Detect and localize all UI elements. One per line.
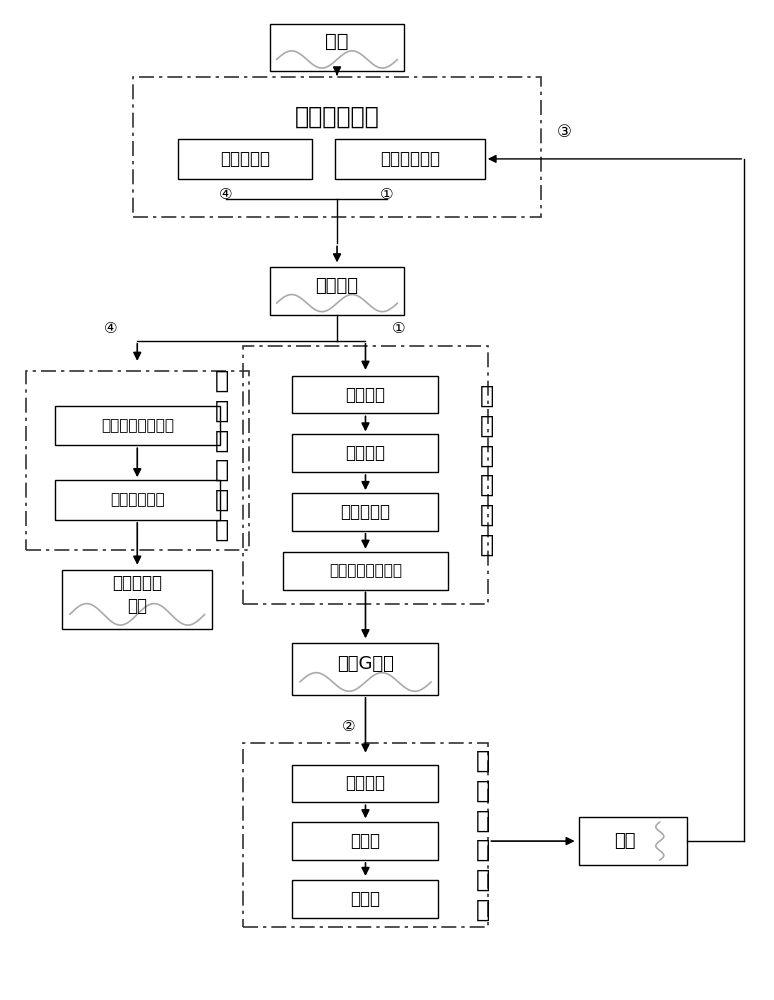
Bar bbox=[26, 371, 248, 550]
Bar bbox=[283, 552, 448, 589]
Bar bbox=[177, 139, 312, 179]
Text: 毛坏: 毛坏 bbox=[325, 32, 349, 51]
Bar bbox=[242, 743, 488, 927]
Text: 计算均值误差: 计算均值误差 bbox=[110, 492, 165, 507]
Text: ①: ① bbox=[392, 321, 406, 336]
Text: 求解刚体变换参数: 求解刚体变换参数 bbox=[101, 418, 173, 433]
Text: 测量数据: 测量数据 bbox=[316, 277, 358, 295]
Text: 求解刚体变换参数: 求解刚体变换参数 bbox=[329, 563, 402, 578]
Text: 合格或报废
指令: 合格或报废 指令 bbox=[112, 574, 163, 615]
Bar bbox=[293, 880, 439, 918]
Bar bbox=[293, 376, 439, 413]
Bar bbox=[293, 434, 439, 472]
Text: 曲面测量组件: 曲面测量组件 bbox=[295, 105, 379, 129]
Text: ④: ④ bbox=[104, 321, 117, 336]
Bar bbox=[270, 267, 404, 315]
Text: 点
云
处
理
组
件: 点 云 处 理 组 件 bbox=[480, 384, 494, 556]
Bar bbox=[293, 822, 439, 860]
Text: 精加工: 精加工 bbox=[351, 890, 381, 908]
Text: 产品: 产品 bbox=[615, 832, 636, 850]
Text: 质
量
检
测
组
件: 质 量 检 测 组 件 bbox=[214, 369, 229, 542]
Text: 粗加工: 粗加工 bbox=[351, 832, 381, 850]
Text: ④: ④ bbox=[219, 187, 232, 202]
Bar bbox=[55, 480, 220, 520]
Bar bbox=[293, 765, 439, 802]
Text: 加工路径: 加工路径 bbox=[345, 774, 385, 792]
Bar bbox=[579, 817, 687, 865]
Text: 非接触式测量: 非接触式测量 bbox=[380, 150, 440, 168]
Text: 修补空洞: 修补空洞 bbox=[345, 444, 385, 462]
Text: 去除噪声: 去除噪声 bbox=[345, 386, 385, 404]
Bar bbox=[63, 570, 212, 629]
Bar bbox=[293, 493, 439, 531]
Bar bbox=[335, 139, 485, 179]
Text: 加工G代码: 加工G代码 bbox=[337, 655, 394, 673]
Text: ③: ③ bbox=[557, 123, 571, 141]
Bar bbox=[55, 406, 220, 445]
Text: ②: ② bbox=[342, 719, 355, 734]
Text: 曲
面
加
工
组
件: 曲 面 加 工 组 件 bbox=[476, 749, 490, 921]
Bar bbox=[293, 643, 439, 695]
Bar bbox=[133, 77, 541, 217]
Text: ①: ① bbox=[380, 187, 394, 202]
Bar bbox=[270, 24, 404, 71]
Bar bbox=[242, 346, 488, 604]
Text: 数据拼合等: 数据拼合等 bbox=[341, 503, 391, 521]
Text: 接触式测量: 接触式测量 bbox=[220, 150, 270, 168]
